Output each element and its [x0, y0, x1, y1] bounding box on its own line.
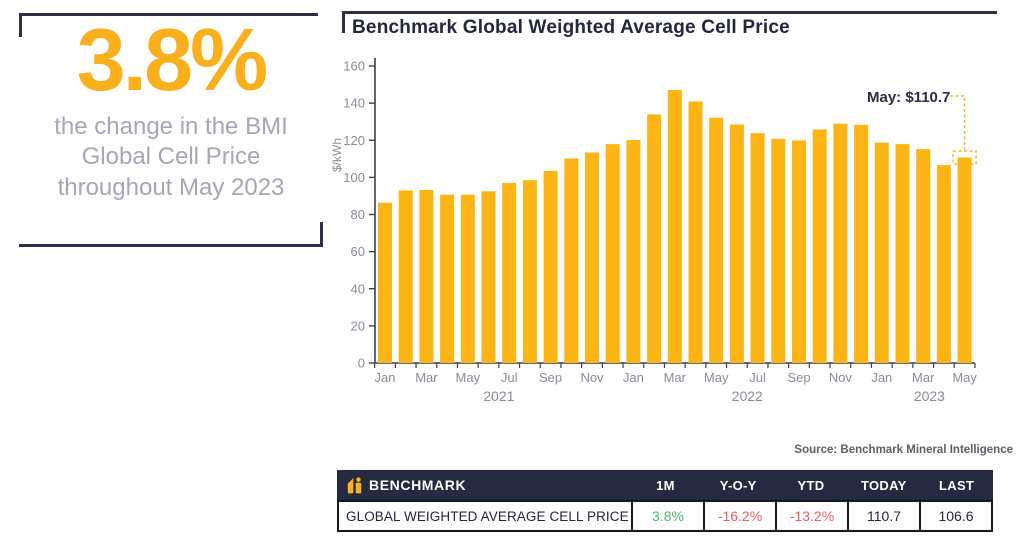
benchmark-brand: BENCHMARK [337, 476, 629, 495]
bar [585, 152, 599, 363]
bar [812, 129, 827, 363]
bar [522, 180, 537, 363]
chart-title: Benchmark Global Weighted Average Cell P… [352, 17, 790, 38]
bar [874, 142, 889, 363]
x-tick-label: Mar [912, 370, 935, 385]
x-tick-label: Mar [415, 370, 438, 385]
column-header-yoy: Y-O-Y [719, 477, 757, 493]
column-header-ytd: YTD [797, 477, 825, 493]
x-tick-label: Jul [501, 370, 518, 385]
value-ytd: -13.2% [775, 502, 847, 530]
x-tick-label: May [456, 370, 481, 385]
bar [750, 133, 765, 363]
bar [688, 101, 703, 363]
brand-name: BENCHMARK [369, 477, 467, 493]
bar [564, 158, 579, 363]
annotation-leader-line [950, 95, 966, 151]
x-tick-label: Nov [829, 370, 853, 385]
x-tick-label: Nov [580, 370, 604, 385]
bar [398, 190, 413, 363]
stat-value: 3.8% [76, 10, 269, 109]
price-table: BENCHMARK 1M Y-O-Y YTD TODAY LAST GLOBAL… [337, 470, 993, 532]
benchmark-logo-icon [347, 476, 362, 493]
column-header-1m: 1M [656, 477, 675, 493]
y-tick-label: 80 [351, 207, 365, 222]
price-table-row: GLOBAL WEIGHTED AVERAGE CELL PRICE 3.8% … [337, 500, 993, 532]
y-tick-label: 140 [343, 96, 365, 111]
bar [502, 182, 517, 363]
bar [626, 140, 641, 363]
cell-price-bar-chart: 0 20 40 60 80 100 120 140 160 $/kWh Jan Mar May Jul Se… [330, 58, 977, 404]
value-today: 110.7 [847, 502, 919, 530]
x-tick-label: Jan [871, 370, 892, 385]
bar [667, 89, 682, 364]
source-note: Source: Benchmark Mineral Intelligence [794, 444, 1013, 456]
bar [378, 202, 392, 363]
value-last: 106.6 [919, 502, 991, 530]
bar [647, 114, 662, 364]
stat-caption: the change in the BMI Global Cell Price … [54, 113, 288, 201]
value-1m: 3.8% [631, 502, 703, 530]
bar [854, 124, 869, 363]
y-tick-label: 0 [358, 356, 365, 371]
bar [916, 149, 931, 363]
y-axis-label: $/kWh [330, 138, 344, 172]
row-label: GLOBAL WEIGHTED AVERAGE CELL PRICE [346, 508, 629, 524]
bar [709, 117, 724, 364]
x-tick-label: Jan [375, 370, 396, 385]
year-label: 2021 [483, 388, 514, 404]
bar [543, 170, 558, 363]
year-label: 2023 [914, 388, 945, 404]
annotation-highlight-box [952, 150, 977, 165]
stat-panel-top-left-bracket [19, 13, 318, 37]
x-tick-label: Mar [664, 370, 687, 385]
bar [729, 124, 744, 363]
bar [460, 194, 475, 363]
annotation-label: May: $110.7 [867, 89, 950, 106]
y-tick-label: 120 [343, 133, 365, 148]
x-tick-label: Sep [539, 370, 562, 385]
bar [419, 189, 434, 363]
x-tick-label: Jan [623, 370, 644, 385]
y-tick-label: 100 [343, 170, 365, 185]
y-tick-label: 40 [351, 281, 365, 296]
bar [792, 140, 806, 363]
y-tick-label: 60 [351, 244, 365, 259]
bar [957, 157, 972, 363]
column-header-last: LAST [939, 477, 975, 493]
bar [771, 138, 786, 363]
x-tick-label: Sep [787, 370, 810, 385]
x-tick-label: May [952, 370, 977, 385]
bar [481, 191, 496, 363]
stat-panel-bottom-right-bracket [19, 222, 323, 247]
x-tick-label: May [704, 370, 729, 385]
price-table-header: BENCHMARK 1M Y-O-Y YTD TODAY LAST [337, 470, 993, 500]
value-yoy: -16.2% [703, 502, 775, 530]
bar [895, 144, 910, 363]
bar [833, 123, 848, 364]
bar [440, 194, 455, 363]
y-tick-label: 160 [343, 59, 365, 74]
chart-top-left-bracket [342, 11, 997, 33]
year-label: 2022 [732, 388, 763, 404]
column-header-today: TODAY [861, 477, 907, 493]
y-tick-label: 20 [351, 318, 365, 333]
x-tick-label: Jul [749, 370, 766, 385]
bar [936, 165, 951, 363]
bar [605, 144, 620, 363]
